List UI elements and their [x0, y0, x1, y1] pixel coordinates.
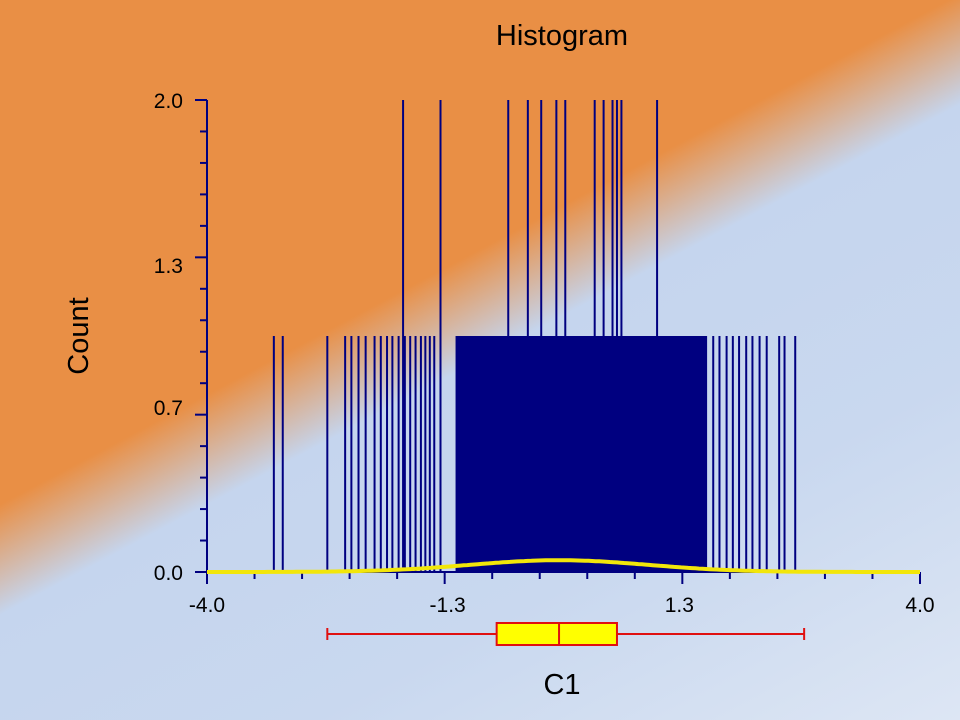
chart-title: Histogram	[496, 20, 628, 52]
boxplot	[326, 622, 806, 646]
y-tick-label: 0.0	[154, 562, 183, 585]
y-axis-title: Count	[63, 297, 95, 374]
x-tick-label: 4.0	[905, 594, 934, 617]
y-tick-label: 2.0	[154, 90, 183, 113]
x-tick-label: -4.0	[189, 594, 225, 617]
x-tick-label: -1.3	[430, 594, 466, 617]
y-tick-label: 1.3	[154, 255, 183, 278]
y-axis: 0.0 0.7 1.3 2.0	[154, 90, 208, 585]
y-tick-label: 0.7	[154, 397, 183, 420]
x-axis-title: C1	[543, 669, 580, 701]
histogram-bars	[272, 100, 797, 572]
x-axis: -4.0 -1.3 1.3 4.0	[189, 571, 935, 617]
x-tick-label: 1.3	[665, 594, 694, 617]
boxplot-box	[495, 622, 618, 646]
density-curve	[207, 558, 920, 574]
